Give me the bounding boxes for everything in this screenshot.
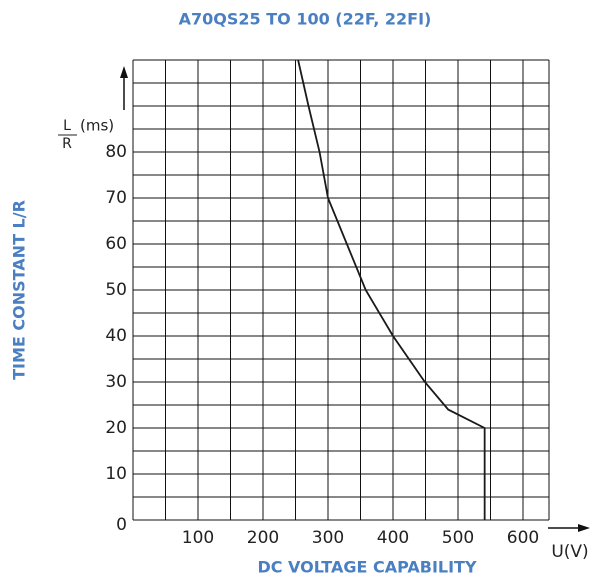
x-tick-label: 400 [377,528,409,548]
y-unit-den: R [62,136,72,152]
x-tick-label: 600 [507,528,539,548]
y-tick-label: 0 [116,515,127,535]
x-tick-label: 200 [247,528,279,548]
y-tick-label: 20 [105,418,127,438]
y-tick-label: 40 [105,326,127,346]
curve [297,59,486,520]
y-unit: (ms) [80,117,114,135]
y-tick-label: 70 [105,188,127,208]
x-arrow-head [578,524,590,532]
x-tick-label: 500 [442,528,474,548]
y-axis-label: TIME CONSTANT L/R [10,200,29,380]
y-tick-label: 60 [105,234,127,254]
x-unit: U(V) [551,542,588,562]
x-tick-label: 100 [182,528,214,548]
x-axis-label: DC VOLTAGE CAPABILITY [257,558,477,577]
y-arrow-head [120,66,128,78]
chart-title: A70QS25 TO 100 (22F, 22FI) [179,10,432,29]
y-unit-num: L [63,118,71,134]
y-tick-label: 30 [105,372,127,392]
y-tick-label: 80 [105,142,127,162]
x-tick-label: 300 [312,528,344,548]
y-tick-label: 50 [105,280,127,300]
y-tick-label: 10 [105,464,127,484]
